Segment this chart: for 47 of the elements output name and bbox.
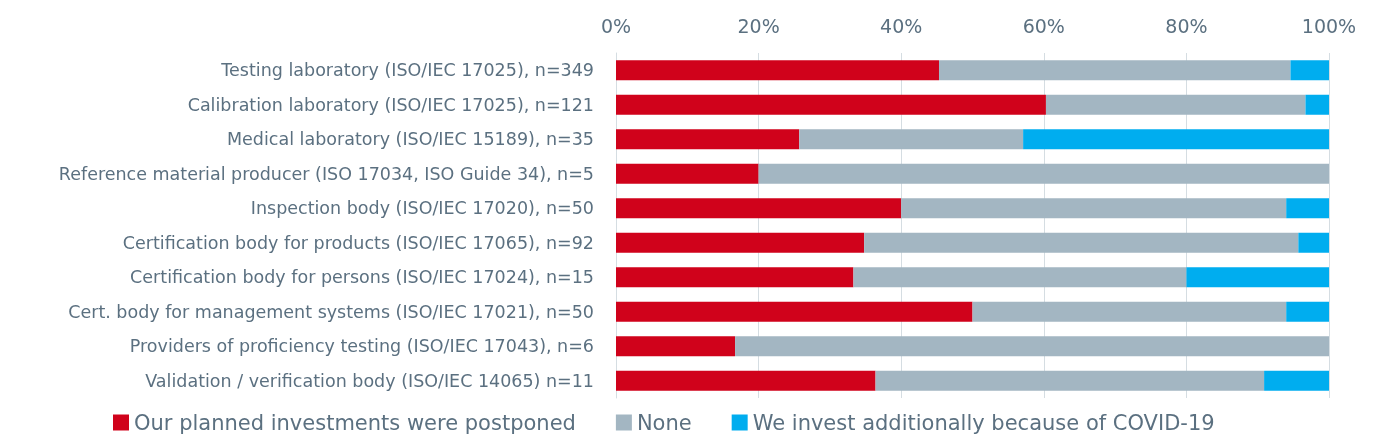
bar (758, 163, 1329, 184)
bar (864, 232, 1299, 253)
x-tick-label: 80% (1165, 14, 1208, 37)
y-tick-label: Medical laboratory (ISO/IEC 15189), n=35 (226, 129, 594, 150)
legend-label: Our planned investments were postponed (134, 410, 576, 435)
y-tick-label: Providers of proficiency testing (ISO/IEC 17043), n=6 (129, 336, 594, 357)
bar (616, 129, 800, 150)
bar (1305, 94, 1329, 115)
bar (735, 336, 1329, 357)
bar (1186, 267, 1329, 288)
y-tick-label: Calibration laboratory (ISO/IEC 17025), n=121 (187, 94, 594, 115)
bar (1045, 94, 1306, 115)
bar (616, 301, 973, 322)
y-tick-label: Validation / verification body (ISO/IEC 14065) n=11 (145, 370, 594, 391)
bar (938, 60, 1291, 81)
bar (616, 198, 902, 219)
bar (616, 60, 939, 81)
bar (616, 163, 759, 184)
x-tick-label: 60% (1022, 14, 1065, 37)
bar (901, 198, 1287, 219)
bar (1286, 198, 1329, 219)
bar (972, 301, 1287, 322)
x-tick-label: 40% (880, 14, 923, 37)
x-tick-label: 100% (1301, 14, 1357, 37)
bar (1286, 301, 1329, 322)
y-tick-label: Testing laboratory (ISO/IEC 17025), n=349 (220, 60, 594, 81)
bar (1290, 60, 1329, 81)
bar (1298, 232, 1329, 253)
legend-label: None (636, 410, 692, 435)
y-tick-label: Certification body for persons (ISO/IEC 17024), n=15 (130, 267, 594, 288)
bar (616, 232, 865, 253)
legend-label: We invest additionally because of COVID-19 (752, 410, 1215, 435)
bar (853, 267, 1187, 288)
bar (1023, 129, 1329, 150)
bar (616, 336, 736, 357)
bar (616, 370, 876, 391)
x-tick-label: 0% (600, 14, 632, 37)
bar (799, 129, 1024, 150)
y-tick-label: Reference material producer (ISO 17034, ISO Guide 34), n=5 (58, 163, 594, 184)
y-tick-label: Inspection body (ISO/IEC 17020), n=50 (250, 198, 594, 219)
bar (616, 267, 854, 288)
bar (875, 370, 1265, 391)
x-tick-label: 20% (737, 14, 780, 37)
y-tick-label: Certification body for products (ISO/IEC 17065), n=92 (122, 232, 594, 253)
bar (1264, 370, 1329, 391)
y-tick-label: Cert. body for management systems (ISO/IEC 17021), n=50 (68, 301, 594, 322)
bar (616, 94, 1046, 115)
